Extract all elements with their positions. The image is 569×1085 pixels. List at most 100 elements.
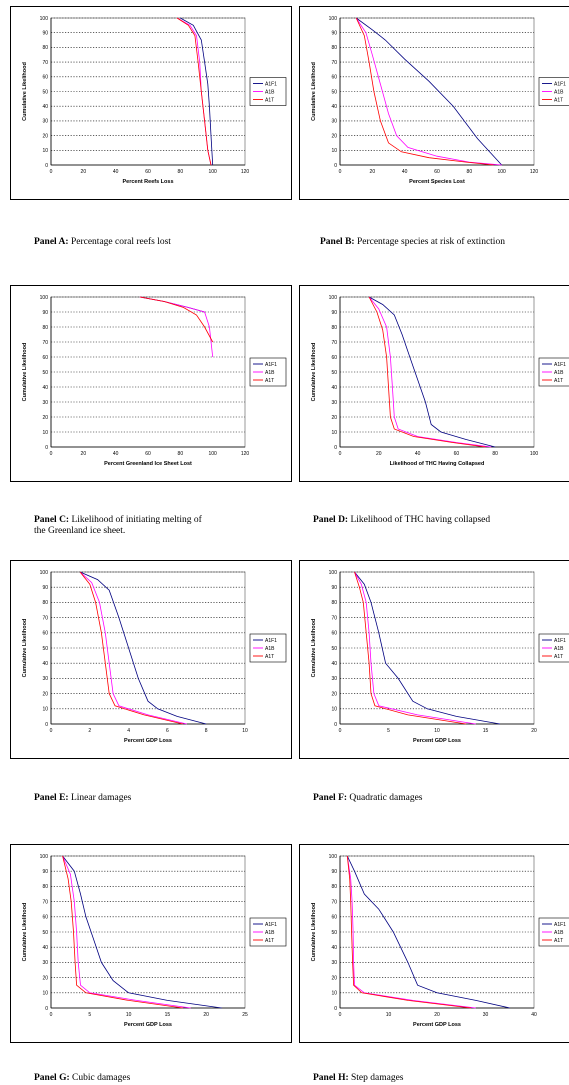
y-tick-label: 70 <box>42 899 48 905</box>
y-tick-label: 50 <box>331 89 337 95</box>
y-tick-label: 70 <box>42 60 48 66</box>
y-tick-label: 40 <box>331 104 337 110</box>
series-line-a1t <box>346 855 472 1009</box>
x-tick-label: 100 <box>497 169 506 175</box>
y-axis-title: Cumulative Likelihood <box>311 903 317 962</box>
caption-text: Likelihood of THC having collapsed <box>348 515 491 525</box>
chart-svg: 0 10 20 30 40 50 60 70 80 90 100 0 5 10 15 20 Percent GD… <box>311 570 569 744</box>
y-tick-label: 80 <box>331 325 337 331</box>
series-line-a1f1 <box>346 855 510 1009</box>
caption-panel-g: Panel G: Cubic damages <box>34 1073 130 1084</box>
x-tick-label: 0 <box>339 451 342 457</box>
y-tick-label: 20 <box>42 975 48 981</box>
y-tick-label: 30 <box>331 400 337 406</box>
y-axis-title: Cumulative Likelihood <box>22 903 28 962</box>
legend-label: A1F1 <box>554 922 566 928</box>
x-tick-label: 20 <box>370 169 376 175</box>
y-tick-label: 40 <box>331 945 337 951</box>
x-tick-label: 15 <box>483 728 489 734</box>
y-tick-label: 10 <box>331 430 337 436</box>
series-line-a1b <box>346 855 476 1009</box>
x-tick-label: 5 <box>387 728 390 734</box>
series-line-a1t <box>79 571 183 725</box>
x-tick-label: 20 <box>376 451 382 457</box>
legend-label: A1T <box>265 654 274 660</box>
y-tick-label: 90 <box>331 31 337 37</box>
y-tick-label: 90 <box>42 310 48 316</box>
x-tick-label: 4 <box>127 728 130 734</box>
x-tick-label: 20 <box>434 1012 440 1018</box>
y-tick-label: 100 <box>329 295 338 301</box>
y-tick-label: 50 <box>42 370 48 376</box>
y-tick-label: 0 <box>334 163 337 169</box>
y-tick-label: 0 <box>45 163 48 169</box>
series-line-a1t <box>62 855 183 1009</box>
chart-svg: 0 10 20 30 40 50 60 70 80 90 100 0 2 4 6 8 10 Percent GDP… <box>22 570 287 744</box>
y-tick-label: 80 <box>331 600 337 606</box>
y-tick-label: 70 <box>42 615 48 621</box>
chart-svg: 0 10 20 30 40 50 60 70 80 90 100 0 20 40 60 80 100 120 Per… <box>22 16 287 185</box>
y-tick-label: 60 <box>331 75 337 81</box>
legend-label: A1T <box>265 378 274 384</box>
x-tick-label: 5 <box>88 1012 91 1018</box>
y-tick-label: 60 <box>42 915 48 921</box>
legend-label: A1B <box>265 370 275 376</box>
y-tick-label: 30 <box>331 676 337 682</box>
y-tick-label: 100 <box>329 854 338 860</box>
plot-area <box>339 296 535 448</box>
caption-panel-f: Panel F: Quadratic damages <box>313 793 423 804</box>
y-tick-label: 50 <box>42 89 48 95</box>
series-line-a1f1 <box>368 296 496 448</box>
x-tick-label: 40 <box>531 1012 537 1018</box>
x-tick-label: 80 <box>467 169 473 175</box>
y-tick-label: 80 <box>42 325 48 331</box>
series-line-a1f1 <box>79 571 207 725</box>
x-tick-label: 0 <box>50 451 53 457</box>
y-tick-label: 20 <box>42 415 48 421</box>
y-tick-label: 20 <box>331 133 337 139</box>
chart-svg: 0 10 20 30 40 50 60 70 80 90 100 0 5 10 15 20 25 Percent … <box>22 854 287 1028</box>
x-tick-label: 100 <box>208 169 217 175</box>
plot-area <box>339 855 535 1009</box>
x-tick-label: 120 <box>241 169 250 175</box>
y-axis-title: Cumulative Likelihood <box>22 619 28 678</box>
y-tick-label: 60 <box>42 75 48 81</box>
y-tick-label: 50 <box>331 646 337 652</box>
x-tick-label: 80 <box>178 169 184 175</box>
y-tick-label: 80 <box>42 600 48 606</box>
legend-label: A1T <box>265 938 274 944</box>
y-tick-label: 40 <box>42 945 48 951</box>
x-axis-title: Percent Reefs Loss <box>122 179 173 185</box>
series-line-a1b <box>62 855 191 1009</box>
y-axis-title: Cumulative Likelihood <box>311 619 317 678</box>
caption-text: Linear damages <box>68 793 132 803</box>
series-line-a1t <box>355 17 494 166</box>
caption-label: Panel B: <box>320 237 355 247</box>
caption-panel-b: Panel B: Percentage species at risk of e… <box>320 237 505 248</box>
y-tick-label: 0 <box>45 1006 48 1012</box>
y-tick-label: 80 <box>331 884 337 890</box>
caption-panel-h: Panel H: Step damages <box>313 1073 404 1084</box>
y-tick-label: 40 <box>42 104 48 110</box>
x-tick-label: 100 <box>208 451 217 457</box>
legend-label: A1T <box>554 654 563 660</box>
y-tick-label: 10 <box>331 707 337 713</box>
y-tick-label: 60 <box>331 355 337 361</box>
y-tick-label: 60 <box>331 915 337 921</box>
chart-panel-e: 0 10 20 30 40 50 60 70 80 90 100 0 2 4 6 8 10 Percent GDP… <box>10 560 292 759</box>
legend-label: A1F1 <box>265 922 277 928</box>
y-axis-title: Cumulative Likelihood <box>311 343 317 402</box>
y-axis-title: Cumulative Likelihood <box>22 62 28 121</box>
caption-label: Panel C: <box>34 515 70 525</box>
x-tick-label: 0 <box>50 728 53 734</box>
x-tick-label: 40 <box>415 451 421 457</box>
legend-label: A1B <box>554 370 564 376</box>
y-tick-label: 90 <box>42 869 48 875</box>
x-tick-label: 60 <box>145 451 151 457</box>
caption-text: Likelihood of initiating melting of <box>69 515 202 525</box>
y-tick-label: 30 <box>42 400 48 406</box>
chart-svg: 0 10 20 30 40 50 60 70 80 90 100 0 20 40 60 80 100 120 Per… <box>22 295 287 467</box>
series-line-a1b <box>355 17 502 166</box>
y-tick-label: 40 <box>42 385 48 391</box>
chart-svg: 0 10 20 30 40 50 60 70 80 90 100 0 20 40 60 80 100 Likeli… <box>311 295 569 467</box>
